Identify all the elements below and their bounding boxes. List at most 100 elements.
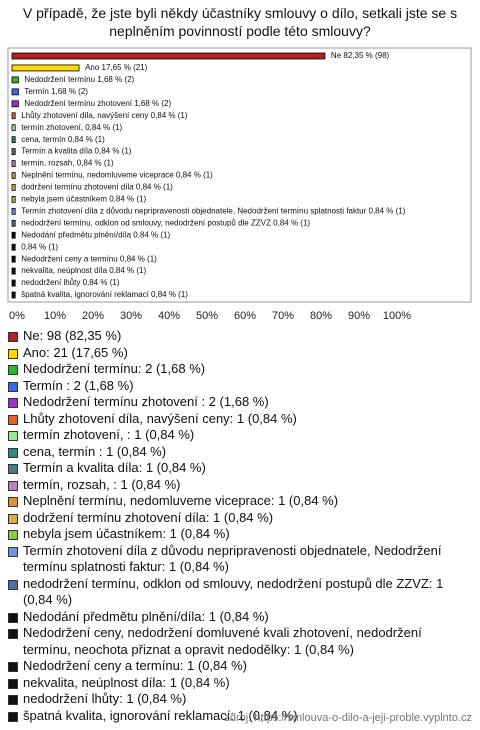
legend-item: Lhůty zhotovení díla, navýšení ceny: 1 (… — [8, 411, 470, 428]
legend-label: Termín : 2 (1,68 %) — [23, 377, 134, 393]
bar — [11, 52, 326, 60]
x-tick-label: 100% — [383, 310, 411, 322]
x-tick-label: 30% — [120, 310, 142, 322]
value-label: 0,84 % (1) — [21, 242, 58, 251]
bar — [11, 64, 80, 72]
legend-label: Termín zhotovení díla z důvodu nepriprav… — [23, 542, 442, 575]
legend-label: termín zhotovení, : 1 (0,84 %) — [23, 427, 195, 442]
value-label: Nedodržení ceny a termínu 0,84 % (1) — [21, 254, 157, 263]
legend-label: špatná kvalita, ignorování reklamací: 1 … — [23, 707, 298, 723]
x-tick-label: 70% — [272, 310, 294, 322]
legend-swatch — [8, 480, 18, 491]
x-tick-label: 80% — [310, 310, 332, 322]
value-label: nedodržení lhůty 0,84 % (1) — [21, 278, 120, 287]
legend-label: nebyla jsem účastníkem: 1 (0,84 %) — [23, 526, 230, 541]
legend-label: Neplnění termínu, nedomluveme viceprace:… — [23, 493, 339, 508]
legend-item: Ne: 98 (82,35 %) — [8, 328, 470, 345]
legend-item: Nedodržení termínu zhotovení : 2 (1,68 %… — [8, 394, 470, 411]
legend-label: Nedodržení ceny a termínu: 1 (0,84 %) — [23, 658, 248, 673]
legend-item: Termín : 2 (1,68 %) — [8, 378, 470, 395]
legend-label: Ano: 21 (17,65 %) — [23, 344, 128, 360]
legend-swatch — [8, 612, 18, 623]
x-tick-label: 0% — [9, 310, 25, 322]
legend-label: nekvalita, neúplnost díla: 1 (0,84 %) — [23, 674, 230, 690]
legend-swatch — [8, 348, 18, 359]
legend-item: Nedodržení ceny, nedodržení domluvené kv… — [8, 625, 470, 658]
x-tick-label: 20% — [82, 310, 104, 322]
value-label: dodržení termínu zhotovení díla 0,84 % (… — [21, 183, 173, 192]
bar — [11, 184, 16, 191]
legend-item: špatná kvalita, ignorování reklamací: 1 … — [8, 708, 470, 725]
legend-label: Nedodržení ceny, nedodržení domluvené kv… — [23, 625, 422, 657]
value-label: nekvalita, neúplnost díla 0,84 % (1) — [21, 266, 146, 275]
legend-swatch — [8, 513, 18, 524]
bar — [11, 136, 16, 144]
source: zdroj: https://smlouva-o-dilo-a-jeji-pro… — [224, 712, 472, 724]
value-label: termín, rozsah, 0,84 % (1) — [21, 159, 114, 168]
bar — [11, 207, 16, 215]
legend-swatch — [8, 497, 18, 507]
legend-item: termín, rozsah, : 1 (0,84 %) — [8, 477, 470, 494]
bar — [11, 88, 19, 96]
legend-item: Nedodání předmětu plnění/díla: 1 (0,84 %… — [8, 609, 470, 626]
legend-item: termín zhotovení, : 1 (0,84 %) — [8, 427, 470, 444]
bar — [11, 148, 16, 156]
legend-label: Ne: 98 (82,35 %) — [23, 328, 122, 343]
bar — [11, 124, 16, 132]
value-label: Ne 82,35 % (98) — [331, 51, 390, 60]
legend-item: Nedodržení ceny a termínu: 1 (0,84 %) — [8, 658, 470, 675]
legend-item: Termín zhotovení díla z důvodu nepriprav… — [8, 543, 470, 576]
chart-title: V případě, že jste byli někdy účastníky … — [22, 5, 458, 39]
legend-label: Nedodržení termínu zhotovení : 2 (1,68 %… — [23, 394, 269, 409]
value-label: nedodržení termínu, odklon od smlouvy, n… — [21, 218, 310, 227]
x-tick-label: 10% — [44, 310, 66, 322]
x-tick-label: 90% — [348, 310, 370, 322]
legend-label: Nedodání předmětu plnění/díla: 1 (0,84 %… — [23, 608, 269, 624]
legend-label: dodržení termínu zhotovení díla: 1 (0,84… — [23, 509, 274, 525]
legend-swatch — [8, 546, 18, 557]
bar — [11, 267, 16, 275]
bar — [11, 291, 16, 299]
x-tick-label: 40% — [158, 310, 180, 322]
legend-item: nedodržení termínu, odklon od smlouvy, n… — [8, 576, 470, 609]
value-label: termín zhotovení, 0,84 % (1) — [21, 123, 122, 132]
legend-item: cena, termín : 1 (0,84 %) — [8, 444, 470, 461]
legend-swatch — [8, 530, 18, 540]
legend-swatch — [8, 662, 18, 672]
value-label: Nedodržení termínu 1,68 % (2) — [24, 75, 134, 84]
bar — [11, 231, 16, 239]
bar — [11, 100, 19, 108]
value-label: Termín 1,68 % (2) — [24, 87, 88, 96]
legend-swatch — [8, 695, 18, 705]
x-tick-label: 60% — [234, 310, 256, 322]
bar — [11, 219, 16, 227]
value-label: Nedodání předmětu plnění/díla 0,84 % (1) — [21, 230, 170, 239]
legend-swatch — [8, 464, 18, 474]
value-label: Termín a kvalita díla 0,84 % (1) — [21, 147, 132, 156]
legend-label: nedodržení lhůty: 1 (0,84 %) — [23, 691, 187, 706]
chart: 0% 10% 20% 30% 40% 50% 60% 70% 80% 90% 100% Ne 82,3… — [7, 47, 472, 322]
value-label: Nedodržení termínu zhotovení 1,68 % (2) — [24, 99, 171, 108]
legend-item: Ano: 21 (17,65 %) — [8, 345, 470, 362]
legend-item: Termín a kvalita díla: 1 (0,84 %) — [8, 460, 470, 477]
legend-swatch — [8, 678, 18, 689]
legend-item: nebyla jsem účastníkem: 1 (0,84 %) — [8, 526, 470, 543]
legend: Ne: 98 (82,35 %) Ano: 21 (17,65 %) Nedodrž… — [8, 328, 470, 724]
legend-item: dodržení termínu zhotovení díla: 1 (0,84… — [8, 510, 470, 527]
value-label: Neplnění termínu, nedomluveme viceprace … — [21, 171, 213, 180]
value-label: Termín zhotovení díla z důvodu nepriprav… — [21, 206, 406, 215]
bar — [11, 172, 16, 179]
bar — [11, 195, 16, 203]
legend-swatch — [8, 629, 18, 639]
value-label: cena, termín 0,84 % (1) — [21, 135, 105, 144]
legend-swatch — [8, 414, 18, 425]
legend-swatch — [8, 447, 18, 458]
bar — [11, 76, 19, 84]
legend-label: nedodržení termínu, odklon od smlouvy, n… — [23, 575, 444, 608]
value-label: Lhůty zhotovení díla, navýšení ceny 0,84… — [21, 111, 188, 120]
legend-item: Neplnění termínu, nedomluveme viceprace:… — [8, 493, 470, 510]
bar — [11, 160, 16, 167]
legend-swatch — [8, 579, 18, 590]
legend-swatch — [8, 431, 18, 441]
